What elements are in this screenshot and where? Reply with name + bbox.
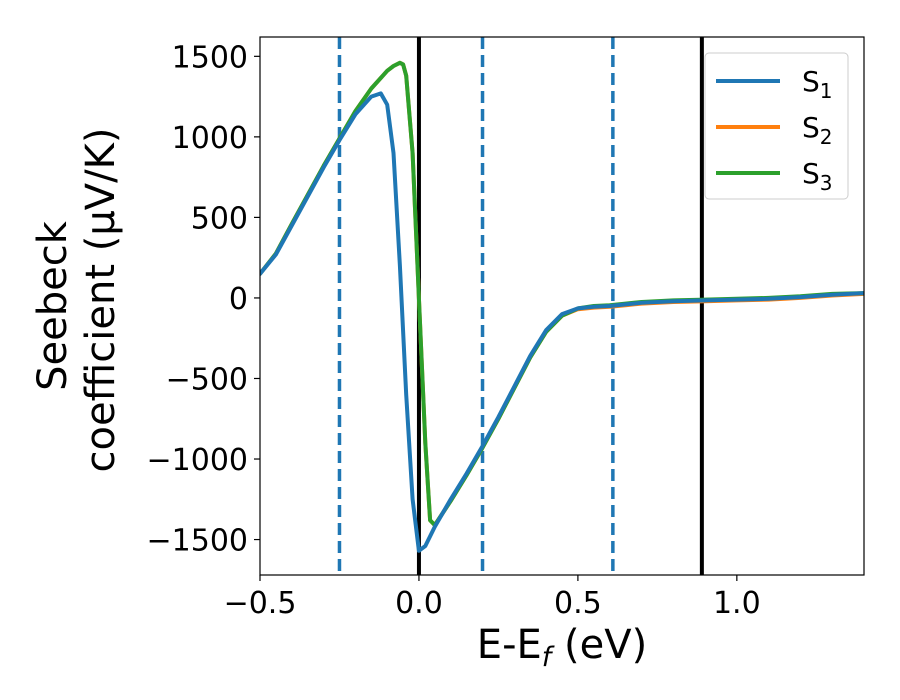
y-axis-title-line2: coefficient (μV/K) <box>78 128 124 473</box>
y-tick-label: 500 <box>191 201 248 236</box>
series-line-s1 <box>260 91 864 553</box>
x-axis-title-unit: (eV) <box>551 622 647 668</box>
y-axis-ticks: 1500 1000 500 0 −500 −1000 −1500 <box>147 40 260 559</box>
y-tick-label: 1000 <box>172 121 248 156</box>
legend-label-s3: S3 <box>802 157 833 195</box>
x-tick-label: 1.0 <box>713 586 761 621</box>
legend-label-s2: S2 <box>802 111 833 149</box>
plot-frame <box>259 36 865 576</box>
reference-lines <box>337 37 704 575</box>
x-tick-label: 0.0 <box>395 586 443 621</box>
y-tick-label: 0 <box>229 282 248 317</box>
x-axis-ticks: −0.5 0.0 0.5 1.0 <box>224 575 761 621</box>
y-tick-label: −1500 <box>147 524 248 559</box>
legend-label-s1: S1 <box>802 65 833 103</box>
y-tick-label: 1500 <box>172 40 248 75</box>
y-tick-label: −500 <box>166 362 248 397</box>
x-axis-title-main: E-E <box>477 622 542 668</box>
series-lines <box>260 60 864 553</box>
legend: S1 S2 S3 <box>704 52 849 200</box>
y-tick-label: −1000 <box>147 443 248 478</box>
x-tick-label: 0.5 <box>554 586 602 621</box>
y-axis-title-line1: Seebeck <box>30 220 76 391</box>
x-axis-title: E-Ef (eV) <box>477 622 647 673</box>
x-tick-label: −0.5 <box>224 586 297 621</box>
